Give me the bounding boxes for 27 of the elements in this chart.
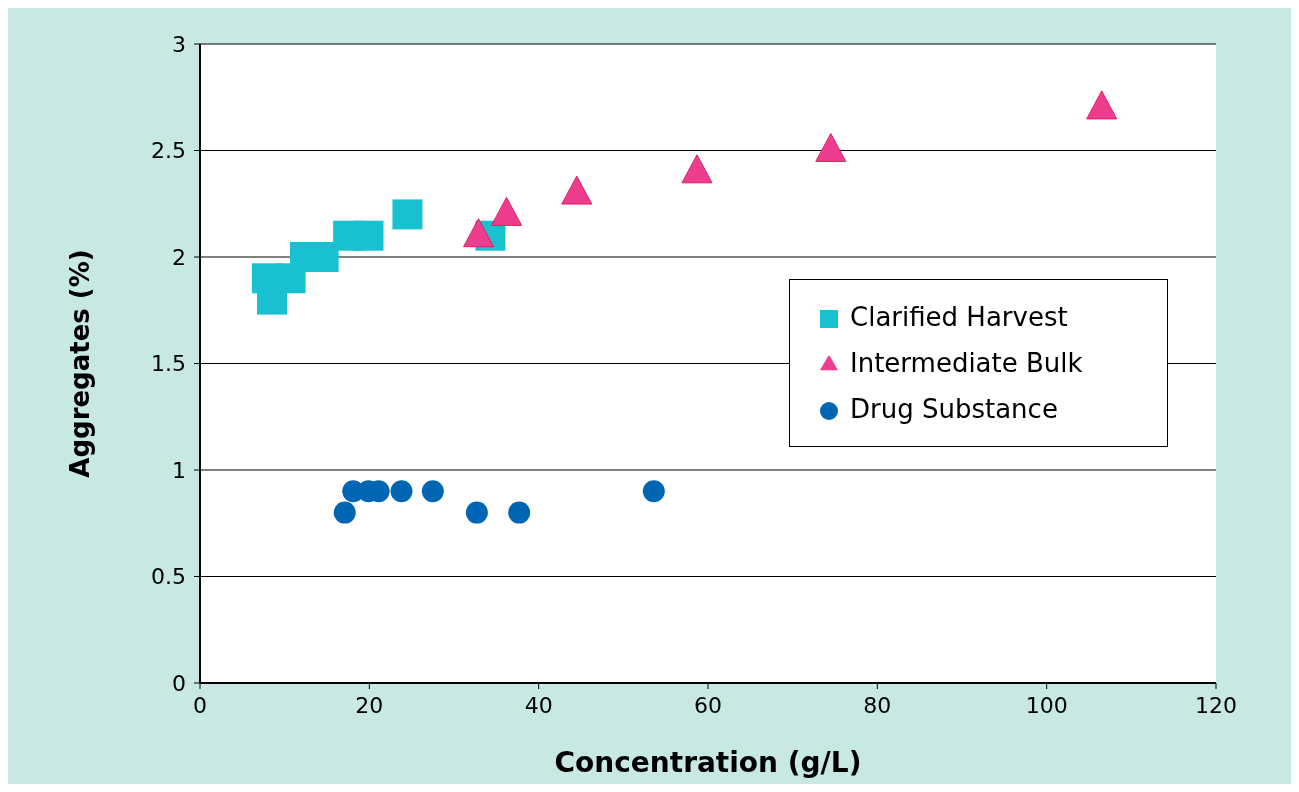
y-tick-label: 2: [172, 244, 186, 270]
point: [465, 501, 488, 524]
point: [353, 220, 384, 251]
x-tick-label: 60: [694, 692, 722, 718]
x-tick-label: 40: [524, 692, 553, 718]
y-axis-title: Aggregates (%): [65, 249, 96, 478]
x-tick-label: 120: [1195, 692, 1237, 718]
point: [421, 480, 444, 503]
x-tick-label: 80: [863, 692, 892, 718]
y-tick-label: 1: [172, 457, 186, 483]
point: [392, 199, 423, 230]
y-tick-label: 1.5: [151, 351, 186, 377]
point: [642, 480, 665, 503]
x-axis-title: Concentration (g/L): [554, 746, 862, 779]
y-tick-label: 0.5: [151, 564, 186, 590]
y-tick-label: 0: [172, 670, 186, 696]
legend-label: Drug Substance: [850, 394, 1058, 424]
legend-label: Intermediate Bulk: [850, 348, 1083, 378]
point: [333, 501, 356, 524]
y-tick-label: 2.5: [151, 138, 186, 164]
x-tick-label: 100: [1025, 692, 1068, 718]
point: [508, 501, 531, 524]
x-tick-label: 0: [193, 692, 207, 718]
point: [390, 480, 413, 503]
x-tick-label: 20: [355, 692, 384, 718]
legend-label: Clarified Harvest: [850, 302, 1068, 332]
y-tick-label: 3: [172, 31, 186, 57]
